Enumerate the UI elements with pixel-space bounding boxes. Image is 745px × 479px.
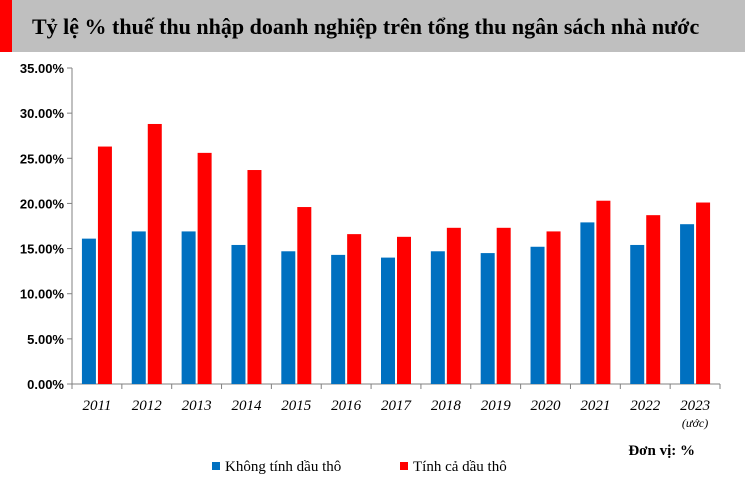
bar-khong-tinh-dau-tho: [530, 246, 545, 384]
bar-tinh-ca-dau-tho: [147, 123, 162, 384]
bar-tinh-ca-dau-tho: [546, 231, 561, 384]
x-tick-label: 2012: [132, 398, 163, 414]
bar-tinh-ca-dau-tho: [347, 234, 362, 384]
y-tick-label: 30.00%: [20, 106, 65, 121]
legend-swatch: [212, 462, 220, 470]
bar-tinh-ca-dau-tho: [197, 152, 212, 384]
bar-tinh-ca-dau-tho: [397, 236, 411, 384]
bar-khong-tinh-dau-tho: [81, 238, 96, 384]
y-tick-label: 25.00%: [20, 151, 65, 166]
bar-tinh-ca-dau-tho: [596, 200, 611, 384]
bar-khong-tinh-dau-tho: [231, 244, 246, 384]
bar-khong-tinh-dau-tho: [630, 244, 645, 384]
bar-series-group: [81, 123, 711, 384]
legend: Không tính dầu thô Tính cả dầu thô: [212, 459, 507, 475]
bar-tinh-ca-dau-tho: [496, 227, 511, 384]
bar-tinh-ca-dau-tho: [247, 170, 262, 384]
bar-tinh-ca-dau-tho: [646, 215, 661, 384]
x-tick-label: 2016: [331, 398, 362, 414]
bar-khong-tinh-dau-tho: [680, 224, 695, 384]
x-tick-sublabel: (ước): [682, 416, 708, 430]
bar-khong-tinh-dau-tho: [580, 222, 595, 384]
x-tick-label: 2013: [182, 398, 212, 414]
x-tick-label: 2021: [580, 398, 610, 414]
y-tick-label: 10.00%: [20, 287, 65, 302]
x-tick-label: 2023: [680, 398, 710, 414]
x-tick-label: 2017: [381, 398, 413, 414]
bar-khong-tinh-dau-tho: [331, 254, 346, 384]
y-axis: 0.00% 5.00% 10.00% 15.00% 20.00% 25.00% 30.00%…: [20, 61, 73, 392]
x-axis: 2011 2012 2013 2014 2015 2016 2017 2018 2019 2020…: [71, 383, 721, 430]
legend-swatch: [400, 462, 408, 470]
title-accent: [0, 0, 12, 52]
bar-khong-tinh-dau-tho: [480, 253, 495, 384]
x-tick-label: 2019: [481, 398, 512, 414]
x-tick-label: 2018: [431, 398, 462, 414]
bar-tinh-ca-dau-tho: [97, 146, 112, 384]
x-tick-label: 2015: [281, 398, 312, 414]
unit-label: Đơn vị: %: [628, 443, 695, 459]
bar-khong-tinh-dau-tho: [381, 257, 395, 384]
y-tick-label: 15.00%: [20, 242, 65, 257]
legend-label: Không tính dầu thô: [225, 459, 341, 475]
x-tick-label: 2022: [630, 398, 661, 414]
x-tick-label: 2014: [231, 398, 262, 414]
bar-tinh-ca-dau-tho: [446, 227, 461, 384]
title-bar: [0, 0, 745, 52]
y-tick-label: 0.00%: [27, 377, 64, 392]
y-tick-label: 35.00%: [20, 61, 65, 76]
y-tick-label: 5.00%: [27, 332, 64, 347]
y-tick-label: 20.00%: [20, 196, 65, 211]
x-tick-label: 2020: [531, 398, 562, 414]
x-tick-label: 2011: [82, 398, 111, 414]
bar-tinh-ca-dau-tho: [696, 202, 711, 384]
bar-khong-tinh-dau-tho: [430, 251, 445, 384]
bar-khong-tinh-dau-tho: [281, 251, 296, 384]
chart-title: Tỷ lệ % thuế thu nhập doanh nghiệp trên …: [32, 14, 699, 39]
bar-khong-tinh-dau-tho: [131, 231, 146, 384]
bar-tinh-ca-dau-tho: [297, 207, 312, 384]
legend-label: Tính cả dầu thô: [413, 459, 507, 475]
bar-khong-tinh-dau-tho: [181, 231, 196, 384]
